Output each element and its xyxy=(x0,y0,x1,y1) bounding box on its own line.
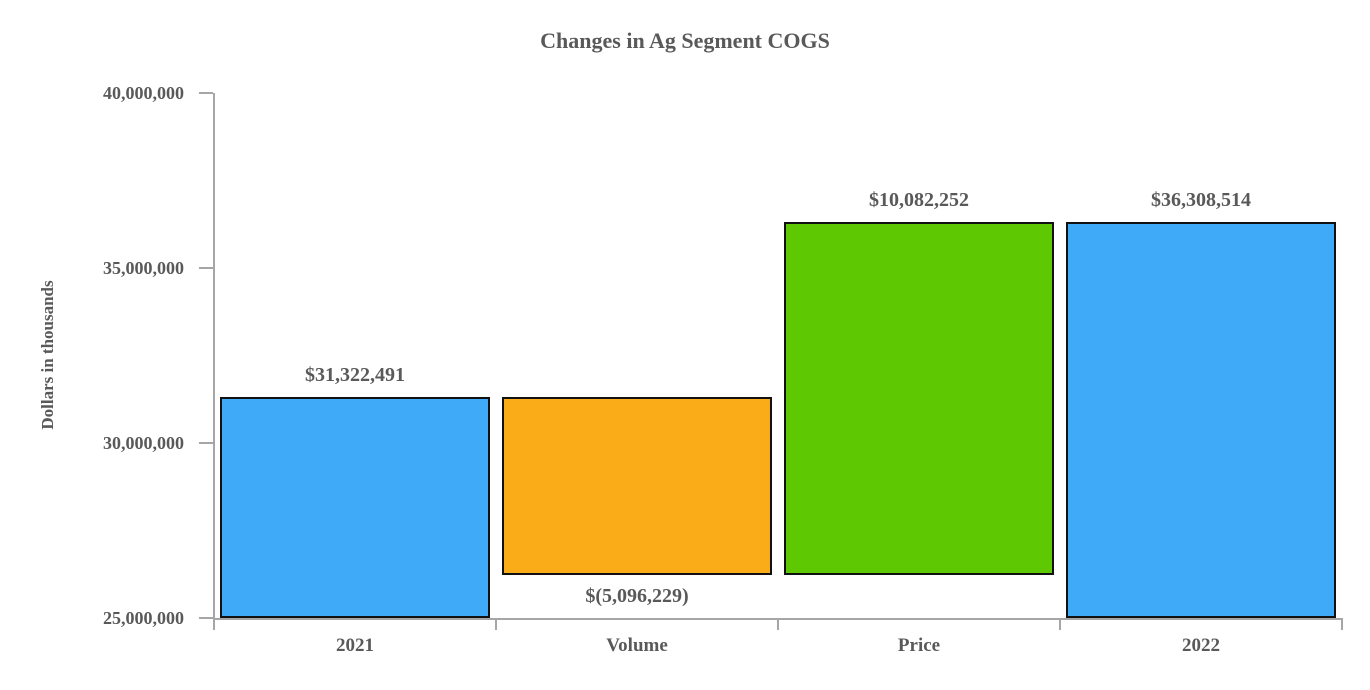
chart-title: Changes in Ag Segment COGS xyxy=(540,28,830,53)
x-axis-tick xyxy=(213,620,215,630)
bar-value-label: $36,308,514 xyxy=(1151,189,1251,211)
bar-price xyxy=(784,222,1054,575)
bar-2022 xyxy=(1066,222,1336,618)
bar-value-label: $(5,096,229) xyxy=(585,585,689,607)
y-axis-line xyxy=(213,93,215,620)
y-axis-tick-label: 30,000,000 xyxy=(103,433,184,453)
y-axis-tick xyxy=(199,92,213,94)
bar-2021 xyxy=(220,397,490,618)
x-axis-tick xyxy=(1341,620,1343,630)
x-axis-tick xyxy=(777,620,779,630)
bar-value-label: $31,322,491 xyxy=(305,364,405,386)
y-axis-tick-label: 35,000,000 xyxy=(103,258,184,278)
x-axis-tick xyxy=(495,620,497,630)
y-axis-tick xyxy=(199,617,213,619)
y-axis-tick xyxy=(199,267,213,269)
y-axis-tick-label: 40,000,000 xyxy=(103,83,184,103)
x-category-label: Price xyxy=(897,635,941,656)
x-category-label: Volume xyxy=(606,635,668,656)
y-axis-tick-label: 25,000,000 xyxy=(103,608,184,628)
x-axis-tick xyxy=(1059,620,1061,630)
x-category-label: 2021 xyxy=(336,635,374,656)
x-category-label: 2022 xyxy=(1182,635,1220,656)
bar-volume xyxy=(502,397,772,575)
bar-value-label: $10,082,252 xyxy=(869,189,969,211)
y-axis-tick xyxy=(199,442,213,444)
x-axis-line xyxy=(213,618,1343,620)
